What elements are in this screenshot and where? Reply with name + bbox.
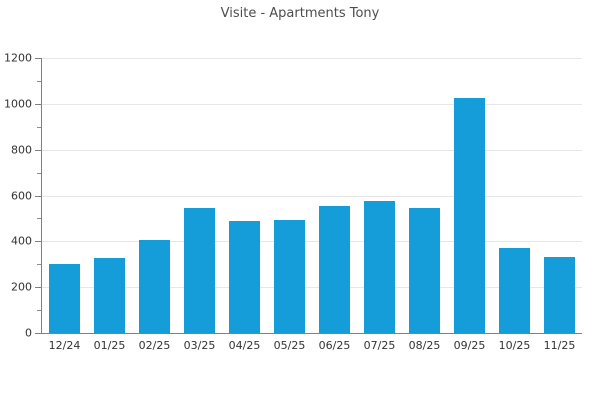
gridline-600 <box>42 195 582 197</box>
x-tick-label-02-25: 02/25 <box>138 339 171 352</box>
y-tick-label-1000: 1000 <box>4 97 32 111</box>
y-axis-line <box>41 58 42 333</box>
y-major-tick-800 <box>35 149 41 151</box>
gridline-1200 <box>42 58 582 59</box>
x-tick-label-06-25: 06/25 <box>318 339 351 352</box>
bar-07-25 <box>364 200 395 333</box>
x-tick-label-10-25: 10/25 <box>498 339 531 352</box>
x-tick-label-08-25: 08/25 <box>408 339 441 352</box>
gridline-200 <box>42 287 582 289</box>
gridline-800 <box>42 149 582 151</box>
y-major-tick-600 <box>35 195 41 197</box>
x-tick-label-04-25: 04/25 <box>228 339 261 352</box>
y-major-tick-200 <box>35 287 41 289</box>
y-minor-tick-500 <box>37 218 41 220</box>
x-tick-label-03-25: 03/25 <box>183 339 216 352</box>
x-tick-label-12-24: 12/24 <box>48 339 81 352</box>
x-tick-label-11-25: 11/25 <box>543 339 576 352</box>
bar-01-25 <box>94 258 125 333</box>
bar-11-25 <box>544 256 575 333</box>
bar-12-24 <box>49 264 80 333</box>
bar-04-25 <box>229 220 260 333</box>
x-tick-label-07-25: 07/25 <box>363 339 396 352</box>
plot-area: 0 200 400 600 800 1000 1200 12/24 01/25 02/25 03/2… <box>4 52 582 352</box>
y-major-tick-0 <box>35 333 41 334</box>
bar-02-25 <box>139 239 170 333</box>
bar-08-25 <box>409 207 440 333</box>
bar-05-25 <box>274 220 305 333</box>
bar-06-25 <box>319 206 350 333</box>
y-minor-tick-700 <box>37 172 41 174</box>
y-minor-tick-100 <box>37 310 41 312</box>
y-minor-tick-1100 <box>37 80 41 82</box>
gridline-1000 <box>42 103 582 105</box>
x-axis-line <box>41 333 582 334</box>
y-major-tick-1200 <box>35 58 41 59</box>
x-tick-label-05-25: 05/25 <box>273 339 306 352</box>
x-tick-label-01-25: 01/25 <box>93 339 126 352</box>
y-major-tick-1000 <box>35 103 41 105</box>
gridline-400 <box>42 241 582 243</box>
chart-title: Visite - Apartments Tony <box>220 6 380 21</box>
bar-10-25 <box>499 247 530 333</box>
y-tick-label-1200: 1200 <box>4 51 32 65</box>
y-tick-label-0: 0 <box>25 326 32 340</box>
y-tick-label-200: 200 <box>11 280 32 294</box>
y-tick-label-400: 400 <box>11 234 32 248</box>
bar-09-25 <box>454 97 485 333</box>
y-major-tick-400 <box>35 241 41 243</box>
y-minor-tick-900 <box>37 126 41 128</box>
y-tick-label-600: 600 <box>11 189 32 202</box>
bar-03-25 <box>184 207 215 333</box>
x-tick-label-09-25: 09/25 <box>453 339 486 352</box>
y-minor-tick-300 <box>37 264 41 266</box>
y-tick-label-800: 800 <box>11 143 32 157</box>
